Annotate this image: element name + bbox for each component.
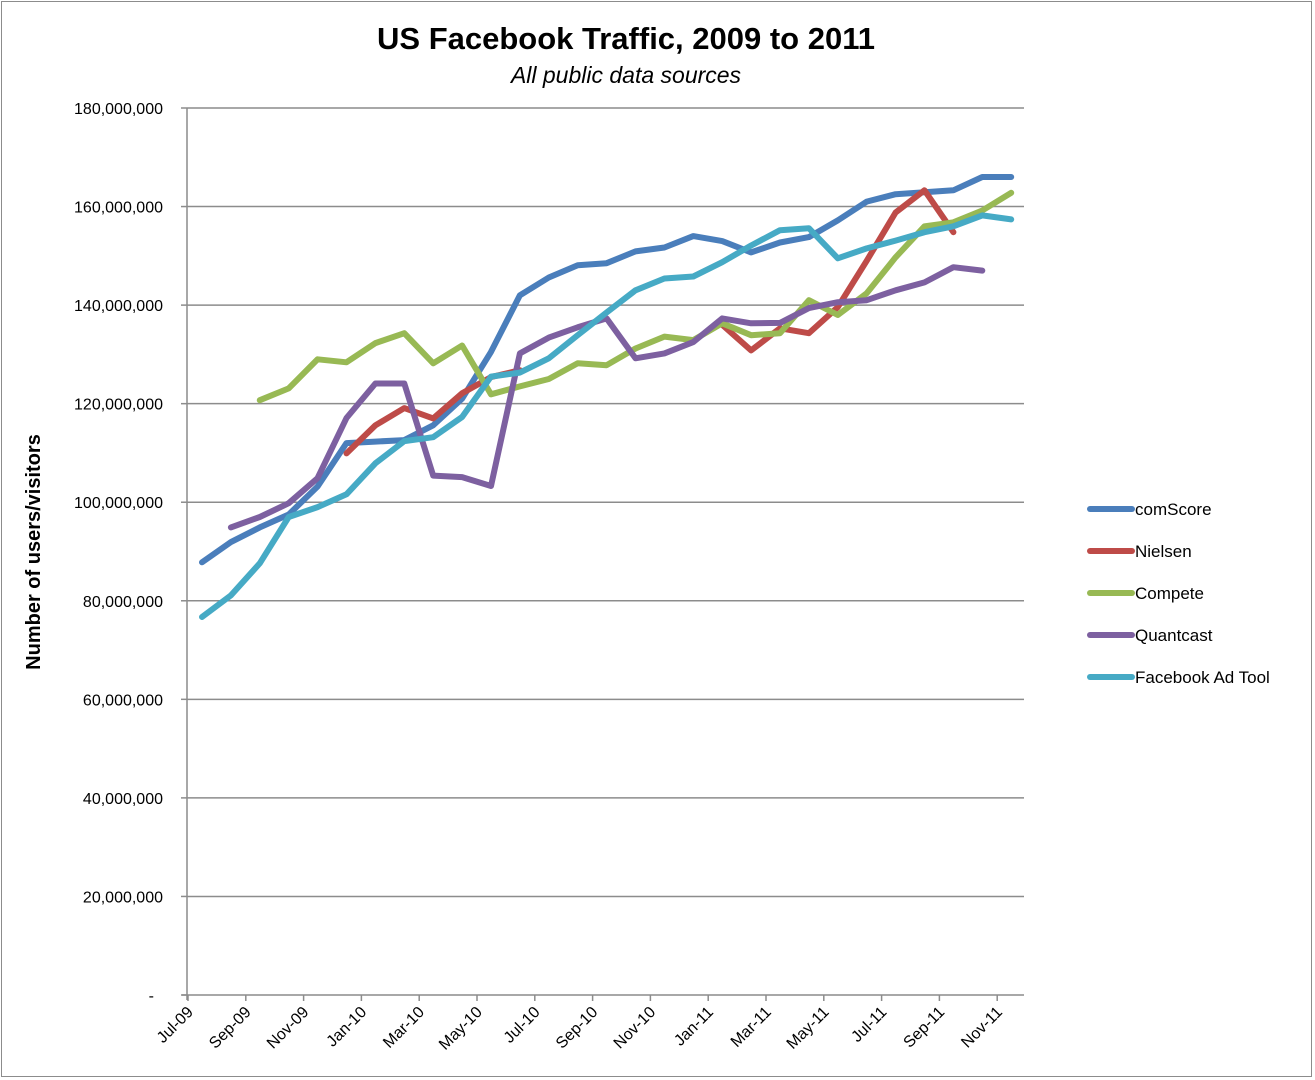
series-quantcast [227, 264, 986, 531]
legend-item: Quantcast [1087, 626, 1213, 645]
legend: comScore Nielsen Compete Quantcast Facebook … [1087, 500, 1270, 687]
x-tick-label: May-11 [784, 1004, 833, 1053]
y-tick-label: 60,000,000 [83, 692, 163, 709]
x-tick-label: Sep-09 [206, 1004, 255, 1053]
legend-label: Quantcast [1135, 626, 1213, 645]
legend-item: Facebook Ad Tool [1087, 668, 1270, 687]
series-nielsen [343, 187, 957, 457]
legend-label: Compete [1135, 584, 1204, 603]
chart-title: US Facebook Traffic, 2009 to 2011 [377, 21, 875, 56]
x-tick-label: May-10 [436, 1004, 486, 1054]
x-tick-label: Jul-09 [154, 1004, 197, 1047]
x-tick-label: Sep-10 [553, 1004, 602, 1053]
y-tick-label: 100,000,000 [74, 495, 163, 512]
x-tick-label: Jul-10 [501, 1004, 544, 1047]
y-tick-label: 40,000,000 [83, 791, 163, 808]
series-line [227, 264, 986, 531]
x-axis-ticks: Jul-09 Sep-09 Nov-09 Jan-10 Mar-10 May-10 Jul-… [154, 995, 1006, 1054]
x-tick-label: Nov-10 [611, 1004, 660, 1053]
series-line [719, 187, 957, 354]
y-axis-label: Number of users/visitors [23, 434, 45, 670]
legend-item: comScore [1087, 500, 1212, 519]
x-tick-label: Mar-10 [380, 1004, 428, 1052]
y-tick-label: 120,000,000 [74, 397, 163, 414]
x-tick-label: Nov-11 [958, 1004, 1006, 1052]
series-facebook-ad-tool [199, 212, 1015, 620]
gridlines [187, 107, 1024, 898]
legend-item: Compete [1087, 584, 1204, 603]
series-lines [199, 174, 1015, 620]
y-tick-label: - [149, 988, 154, 1005]
legend-item: Nielsen [1087, 542, 1192, 561]
x-tick-label: Mar-11 [728, 1004, 775, 1051]
y-tick-label: 180,000,000 [74, 101, 163, 118]
legend-label: Nielsen [1135, 542, 1192, 561]
y-tick-label: 80,000,000 [83, 594, 163, 611]
chart-subtitle: All public data sources [509, 62, 742, 88]
y-tick-label: 20,000,000 [83, 889, 163, 906]
x-tick-label: Jan-11 [671, 1004, 717, 1050]
y-tick-label: 160,000,000 [74, 200, 163, 217]
series-line [199, 212, 1015, 620]
legend-label: Facebook Ad Tool [1135, 668, 1270, 687]
legend-label: comScore [1135, 500, 1212, 519]
x-tick-label: Jan-10 [324, 1004, 371, 1051]
series-compete [256, 189, 1015, 404]
x-tick-label: Nov-09 [264, 1004, 313, 1053]
y-tick-label: 140,000,000 [74, 298, 163, 315]
series-line [256, 189, 1015, 404]
y-axis-ticks: - 20,000,000 40,000,000 60,000,000 80,000,00… [74, 101, 187, 1005]
x-tick-label: Sep-11 [901, 1004, 949, 1052]
x-tick-label: Jul-11 [848, 1004, 890, 1046]
